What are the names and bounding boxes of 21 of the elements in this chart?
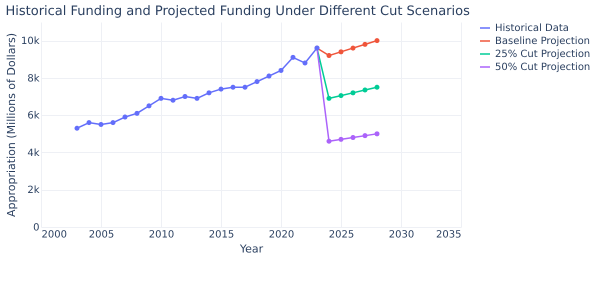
y-tick-label: 10k xyxy=(20,36,40,48)
y-tick-label: 8k xyxy=(27,73,40,84)
legend-label: 50% Cut Projection xyxy=(495,62,590,73)
x-tick-label: 2000 xyxy=(42,230,67,240)
x-tick-label: 2020 xyxy=(268,230,294,240)
x-tick-label: 2010 xyxy=(148,230,174,240)
y-tick-label: 2k xyxy=(27,185,40,196)
y-tick-label: 6k xyxy=(27,110,40,122)
legend-label: Historical Data xyxy=(495,23,569,34)
y-tick-label: 4k xyxy=(27,148,40,159)
x-tick-label: 2015 xyxy=(208,230,234,240)
legend-label: 25% Cut Projection xyxy=(495,49,590,60)
x-axis-title: Year xyxy=(238,242,264,256)
legend-label: Baseline Projection xyxy=(495,36,590,47)
y-axis-title: Appropriation (Millions of Dollars) xyxy=(4,32,18,218)
x-tick-label: 2005 xyxy=(88,230,114,240)
x-tick-label: 2035 xyxy=(436,230,462,240)
y-tick-label: 0 xyxy=(33,222,40,234)
x-tick-label: 2025 xyxy=(328,230,354,240)
chart-title: Historical Funding and Projected Funding Under Different Cut Scenarios xyxy=(5,4,470,19)
x-tick-label: 2030 xyxy=(388,230,414,240)
